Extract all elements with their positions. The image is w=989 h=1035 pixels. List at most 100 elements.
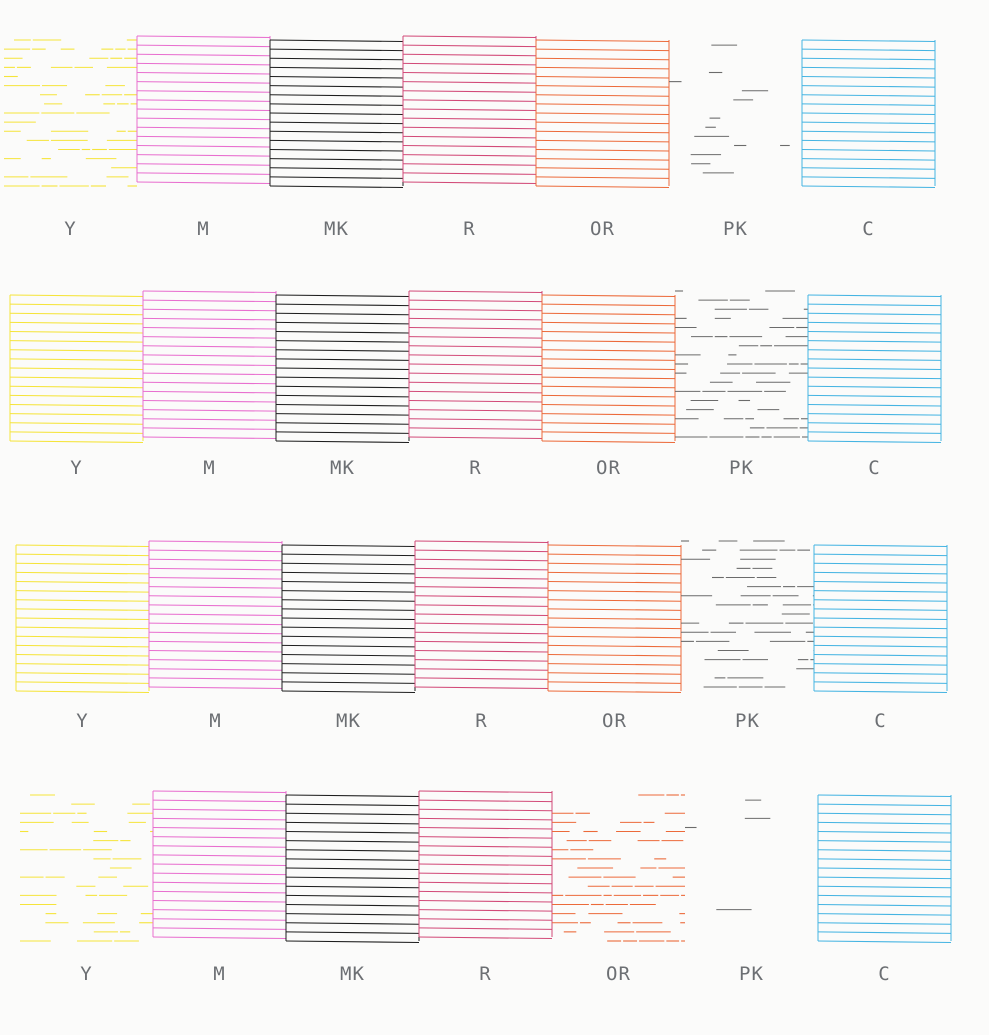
- nozzle-line: [152, 927, 287, 930]
- nozzle-pattern-graphic: [547, 544, 682, 694]
- nozzle-line: [152, 817, 287, 821]
- nozzle-line: [152, 845, 287, 848]
- nozzle-line: [275, 303, 410, 307]
- nozzle-line: [535, 158, 670, 161]
- nozzle-line: [541, 358, 676, 361]
- nozzle-line: [275, 431, 410, 434]
- nozzle-line: [535, 48, 670, 52]
- nozzle-line: [817, 803, 952, 807]
- nozzle-pattern-c: [807, 293, 942, 444]
- nozzle-line: [408, 399, 543, 403]
- nozzle-line: [269, 130, 404, 134]
- nozzle-line: [801, 121, 936, 125]
- nozzle-line: [535, 85, 670, 88]
- nozzle-line: [541, 403, 676, 407]
- nozzle-line: [269, 176, 404, 179]
- nozzle-pattern-pk: [675, 289, 808, 439]
- channel-label-y: Y: [70, 457, 83, 479]
- nozzle-line: [541, 394, 676, 398]
- nozzle-line: [285, 812, 420, 816]
- nozzle-line: [152, 872, 287, 876]
- nozzle-line: [414, 604, 549, 607]
- nozzle-line: [15, 681, 150, 684]
- nozzle-line: [136, 71, 271, 75]
- nozzle-line: [142, 336, 277, 339]
- nozzle-line: [136, 108, 271, 112]
- nozzle-line: [275, 422, 410, 425]
- nozzle-line: [807, 312, 942, 316]
- nozzle-line: [15, 599, 150, 602]
- channel-label-mk: MK: [336, 710, 361, 732]
- nozzle-check-sheet: Y M MK R OR PK C Y M MK R OR PK C Y M MK R OR PK C Y M MK R OR…: [4, 35, 952, 985]
- nozzle-line: [547, 626, 682, 630]
- nozzle-line: [813, 599, 948, 602]
- nozzle-line: [285, 885, 420, 889]
- nozzle-line: [275, 440, 410, 444]
- nozzle-line: [817, 922, 952, 925]
- nozzle-line: [807, 422, 942, 425]
- nozzle-line: [15, 544, 150, 548]
- nozzle-line: [541, 340, 676, 343]
- nozzle-line: [275, 376, 410, 380]
- nozzle-pattern-graphic: [817, 794, 952, 944]
- nozzle-line: [813, 626, 948, 630]
- nozzle-line: [402, 35, 537, 39]
- nozzle-line: [813, 590, 948, 593]
- nozzle-line: [414, 659, 549, 662]
- nozzle-line: [9, 422, 144, 425]
- nozzle-pattern-graphic: [275, 294, 410, 444]
- nozzle-line: [281, 553, 416, 557]
- nozzle-line: [418, 890, 553, 894]
- nozzle-pattern-m: [142, 289, 277, 440]
- nozzle-line: [414, 613, 549, 617]
- channel-label-or: OR: [596, 457, 621, 479]
- nozzle-line: [9, 321, 144, 325]
- nozzle-pattern-graphic: [541, 294, 676, 444]
- nozzle-line: [535, 103, 670, 106]
- nozzle-pattern-pk: [685, 789, 818, 939]
- nozzle-line: [817, 913, 952, 916]
- nozzle-line: [541, 413, 676, 416]
- nozzle-line: [541, 440, 676, 444]
- nozzle-line: [535, 185, 670, 189]
- nozzle-line: [142, 399, 277, 403]
- nozzle-line: [285, 913, 420, 916]
- nozzle-line: [801, 75, 936, 79]
- nozzle-line: [15, 590, 150, 593]
- nozzle-line: [15, 580, 150, 584]
- nozzle-line: [817, 903, 952, 907]
- nozzle-line: [9, 385, 144, 389]
- nozzle-line: [541, 349, 676, 352]
- nozzle-line: [142, 381, 277, 385]
- nozzle-line: [535, 57, 670, 61]
- channel-label-m: M: [213, 963, 226, 985]
- nozzle-line: [152, 799, 287, 803]
- nozzle-line: [535, 94, 670, 97]
- nozzle-line: [801, 176, 936, 179]
- channel-label-or: OR: [606, 963, 631, 985]
- nozzle-line: [281, 626, 416, 630]
- nozzle-line: [136, 154, 271, 157]
- nozzle-line: [547, 663, 682, 666]
- nozzle-line: [285, 849, 420, 852]
- nozzle-pattern-or: [552, 793, 685, 943]
- nozzle-line: [801, 103, 936, 106]
- nozzle-line: [414, 576, 549, 580]
- nozzle-line: [402, 99, 537, 102]
- nozzle-line: [269, 103, 404, 106]
- nozzle-line: [408, 427, 543, 430]
- nozzle-line: [285, 931, 420, 934]
- nozzle-line: [418, 845, 553, 848]
- nozzle-line: [547, 599, 682, 602]
- nozzle-line: [275, 330, 410, 334]
- nozzle-line: [813, 644, 948, 648]
- nozzle-pattern-c: [801, 38, 936, 189]
- nozzle-line: [285, 867, 420, 871]
- nozzle-line: [541, 294, 676, 298]
- nozzle-line: [9, 403, 144, 407]
- nozzle-line: [535, 176, 670, 179]
- nozzle-line: [418, 927, 553, 930]
- nozzle-line: [9, 440, 144, 444]
- nozzle-pattern-r: [418, 789, 553, 940]
- nozzle-line: [817, 867, 952, 871]
